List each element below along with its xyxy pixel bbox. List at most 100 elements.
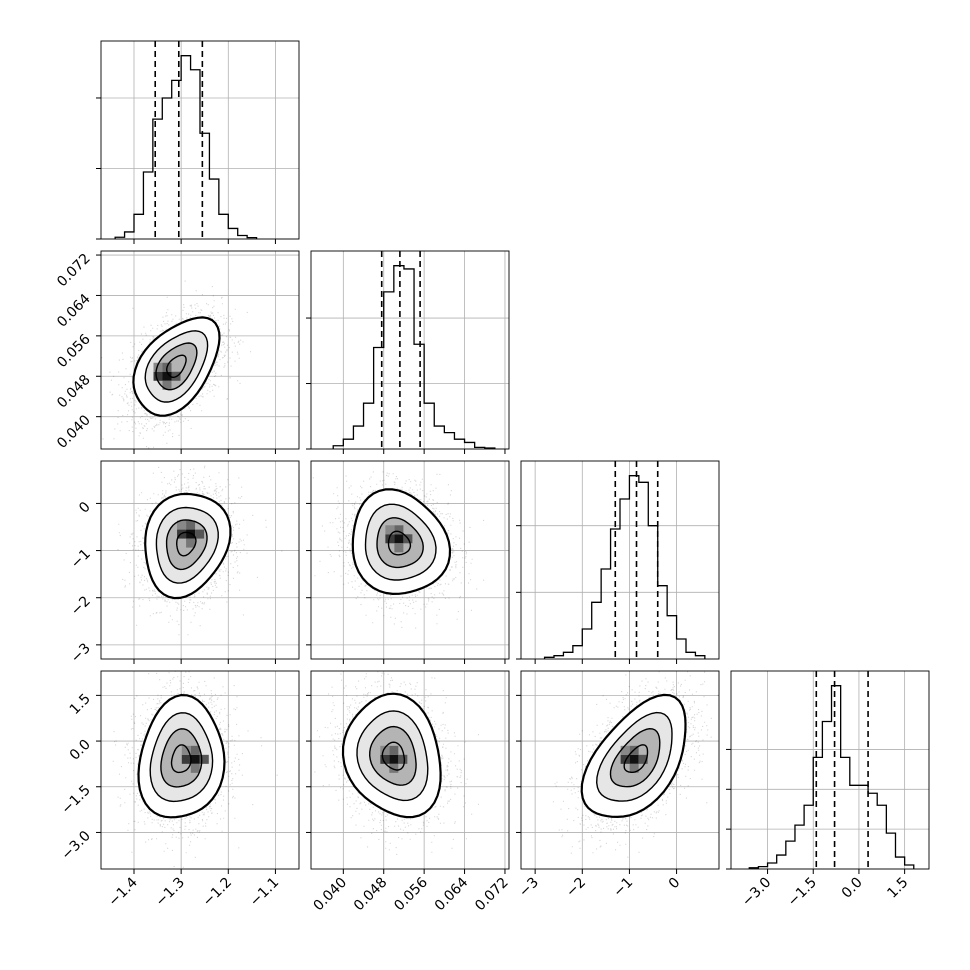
xtick-label-3-1: −1.5 [785, 875, 820, 910]
density-core-2-0-4 [177, 520, 187, 530]
density-core-3-1-0 [380, 754, 390, 764]
hist-step-0 [114, 55, 258, 239]
density-core-3-0-0 [181, 754, 191, 764]
density-core-2-0-1 [186, 529, 196, 539]
pair-2-1-frame [310, 460, 510, 660]
xtick-label-0-0: −1.4 [105, 874, 140, 909]
density-core-1-0-5 [162, 380, 172, 390]
density-core-3-2-5 [629, 763, 639, 773]
pair-panel-3-0 [100, 670, 300, 870]
xtick-label-2-0: −3 [516, 875, 542, 901]
density-core-3-2-1 [629, 754, 639, 764]
contour-2-0-3 [175, 531, 197, 557]
density-core-2-1-1 [394, 534, 404, 544]
contour-1-0-3 [165, 354, 187, 378]
ytick-label-3-1: −1.5 [58, 782, 93, 817]
contour-3-0-1 [149, 712, 214, 803]
contour-3-2-0 [580, 693, 687, 819]
contour-3-2-3 [623, 744, 649, 773]
ytick-label-1-4: 0.072 [54, 251, 94, 291]
density-core-2-1-4 [385, 525, 395, 535]
density-core-3-0-2 [199, 754, 209, 764]
pair-content-3-0 [112, 671, 278, 868]
density-core-1-0-4 [153, 362, 163, 372]
contour-2-1-1 [364, 503, 437, 581]
contour-3-1-1 [356, 710, 429, 802]
hist-panel-1 [306, 250, 510, 450]
hist-panel-2 [516, 460, 720, 660]
density-core-3-2-0 [620, 754, 630, 764]
density-core-3-1-5 [389, 763, 399, 773]
xtick-label-1-2: 0.056 [391, 874, 431, 914]
pair-3-2-frame [520, 670, 720, 870]
xtick-label-2-1: −2 [563, 875, 589, 901]
hist-1-frame [310, 250, 510, 450]
xtick-label-2-3: 0 [666, 875, 684, 893]
corner-plot-panels: −1.4 −1.3 −1.2 −1.1 0.040 0.048 0.056 0.064 0.07… [54, 40, 930, 915]
ytick-label-1-3: 0.064 [54, 291, 94, 331]
ytick-label-1-2: 0.056 [54, 331, 94, 371]
contour-3-1-2 [368, 725, 417, 786]
density-core-1-0-1 [162, 371, 172, 381]
hist-step-1 [332, 265, 496, 449]
hist-panel-3 [726, 670, 930, 870]
pair-3-1-frame [310, 670, 510, 870]
ytick-label-3-2: 0.0 [67, 737, 94, 764]
contour-2-0-2 [165, 519, 208, 571]
density-core-3-1-3 [389, 745, 399, 755]
xtick-label-3-0: −3.0 [739, 875, 774, 910]
pair-content-2-0 [117, 465, 283, 636]
density-core-3-2-2 [638, 754, 648, 764]
pair-panel-3-2 [520, 670, 720, 870]
density-core-2-1-3 [394, 525, 404, 535]
contour-3-2-2 [609, 727, 661, 788]
contour-3-0-0 [137, 693, 226, 819]
contour-3-0-3 [170, 744, 192, 774]
xtick-label-0-2: −1.2 [200, 875, 235, 910]
density-core-3-0-4 [181, 745, 191, 755]
contour-2-1-0 [351, 488, 452, 596]
xtick-label-2-2: −1 [610, 875, 636, 901]
pair-content-3-2 [552, 671, 719, 858]
contour-1-0-2 [155, 342, 198, 391]
ytick-label-2-1: −2 [68, 593, 94, 619]
contour-3-1-0 [341, 692, 442, 819]
hist-step-3 [748, 685, 915, 869]
hist-0-frame [100, 40, 300, 240]
xtick-label-1-1: 0.048 [351, 875, 391, 915]
ytick-label-1-1: 0.048 [54, 372, 94, 412]
pair-panel-2-1 [310, 460, 510, 660]
xtick-label-0-1: −1.3 [153, 875, 188, 910]
ytick-label-2-2: −1 [68, 546, 94, 572]
pair-2-0-frame [100, 460, 300, 660]
ytick-label-2-0: −3 [68, 640, 94, 666]
density-core-1-0-0 [153, 371, 163, 381]
density-core-3-0-1 [190, 754, 200, 764]
xtick-label-1-0: 0.040 [310, 875, 350, 915]
xtick-label-3-3: 1.5 [884, 875, 911, 902]
pair-3-0-frame [100, 670, 300, 870]
density-core-3-1-2 [398, 754, 408, 764]
density-core-2-0-3 [186, 520, 196, 530]
contour-1-0-0 [132, 316, 221, 417]
contour-2-0-1 [155, 506, 219, 584]
pair-panel-3-1 [310, 670, 510, 870]
contour-3-2-1 [595, 711, 673, 802]
contour-3-1-3 [381, 741, 406, 771]
density-core-3-1-4 [380, 745, 390, 755]
ytick-label-3-3: 1.5 [67, 691, 94, 718]
density-core-2-0-2 [195, 529, 205, 539]
density-core-3-1-1 [389, 754, 399, 764]
pair-1-0-frame [100, 250, 300, 450]
density-core-2-1-0 [385, 534, 395, 544]
xtick-label-0-3: −1.1 [247, 875, 282, 910]
pair-panel-2-0 [100, 460, 300, 660]
hist-panel-0 [96, 40, 300, 240]
hist-2-frame [520, 460, 720, 660]
contour-2-1-3 [387, 530, 412, 556]
pair-content-2-1 [312, 471, 485, 629]
xtick-label-1-4: 0.072 [472, 875, 512, 915]
pair-panel-1-0 [100, 250, 300, 450]
xtick-label-3-2: 0.0 [839, 875, 866, 902]
